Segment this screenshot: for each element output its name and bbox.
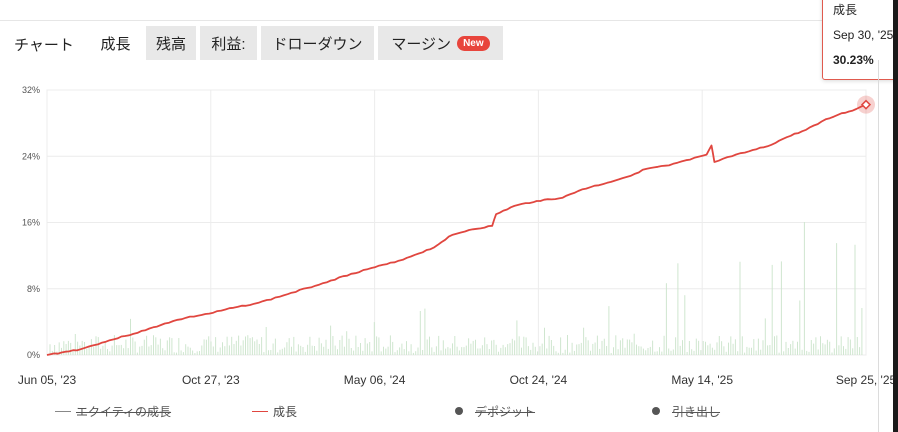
tab-margin-label: マージン xyxy=(391,35,452,53)
legend-dot-icon xyxy=(652,407,660,415)
tab-growth-label: 成長 xyxy=(100,35,131,53)
legend-dot-icon xyxy=(455,407,463,415)
legend-line-icon xyxy=(55,410,71,412)
legend-withdrawal-label: 引き出し xyxy=(672,404,721,419)
x-tick-label: Sep 25, '25 xyxy=(836,373,897,387)
new-badge: New xyxy=(457,35,490,51)
legend-growth-label: 成長 xyxy=(273,404,298,419)
tab-balance-label: 残高 xyxy=(155,35,186,53)
x-tick-label: May 14, '25 xyxy=(671,373,733,387)
tab-growth[interactable]: 成長 xyxy=(89,26,142,60)
tooltip-value: 30.23% xyxy=(833,53,874,67)
tab-drawdown[interactable]: ドローダウン xyxy=(261,26,374,60)
y-tick-label: 8% xyxy=(27,284,40,294)
y-tick-label: 16% xyxy=(22,218,40,228)
tooltip-date: Sep 30, '25 xyxy=(833,28,894,42)
x-tick-label: Jun 05, '23 xyxy=(18,373,77,387)
x-tick-label: Oct 24, '24 xyxy=(510,373,568,387)
tooltip-title: 成長 xyxy=(833,3,858,17)
x-tick-label: Oct 27, '23 xyxy=(182,373,240,387)
legend-growth[interactable]: 成長 xyxy=(252,401,297,421)
y-tick-label: 24% xyxy=(22,151,40,161)
x-tick-label: May 06, '24 xyxy=(344,373,406,387)
legend-deposit-label: デポジット xyxy=(475,404,536,419)
window-edge xyxy=(893,0,898,432)
legend-equity-growth-label: エクイティの成長 xyxy=(76,404,172,419)
tab-bar: チャート 成長 残高 利益: ドローダウン マージン New xyxy=(0,25,898,61)
legend-equity-growth[interactable]: エクイティの成長 xyxy=(55,401,171,421)
tab-profit-label: 利益: xyxy=(211,35,246,53)
tooltip: 成長 Sep 30, '25 30.23% xyxy=(822,0,898,80)
y-tick-label: 32% xyxy=(22,85,40,95)
right-divider xyxy=(878,60,879,432)
top-divider xyxy=(0,20,822,21)
tab-profit[interactable]: 利益: xyxy=(200,26,257,60)
tab-drawdown-label: ドローダウン xyxy=(272,35,363,53)
tab-margin[interactable]: マージン New xyxy=(378,26,503,60)
tab-bar-title: チャート xyxy=(14,37,74,54)
legend-withdrawal[interactable]: 引き出し xyxy=(652,401,720,421)
growth-line xyxy=(46,103,867,356)
legend-deposit[interactable]: デポジット xyxy=(455,401,535,421)
highlight-point-marker xyxy=(860,99,872,110)
y-tick-label: 0% xyxy=(27,350,40,360)
legend-line-icon xyxy=(252,410,268,412)
tab-balance[interactable]: 残高 xyxy=(146,26,196,60)
